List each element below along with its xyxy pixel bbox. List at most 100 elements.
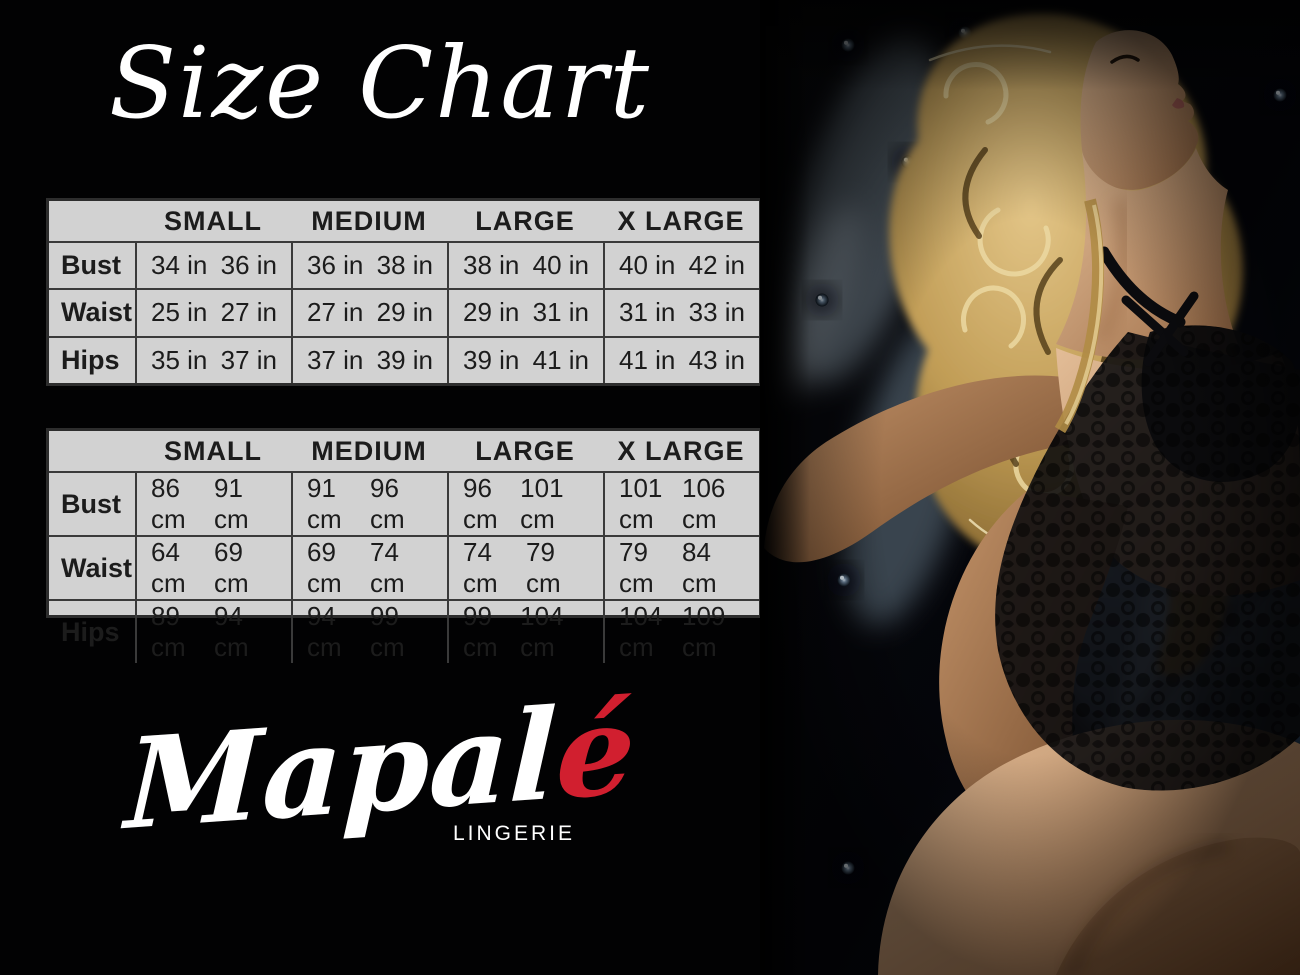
size-value: 29 in <box>376 297 433 328</box>
size-value: 27 in <box>307 297 364 328</box>
size-value: 99 cm <box>370 601 405 662</box>
size-cell: 99 cm 104 cm <box>447 599 603 663</box>
size-value: 94 cm <box>214 601 249 662</box>
row-label: Waist <box>49 288 135 335</box>
size-table-cm: SMALL MEDIUM LARGE X LARGE Bust 86 cm 91… <box>46 428 762 663</box>
size-value: 79 cm <box>619 537 654 598</box>
size-value: 96 cm <box>370 473 405 534</box>
brand-text: Mapal <box>122 682 559 859</box>
size-value: 38 in <box>376 250 433 281</box>
size-cell: 69 cm 74 cm <box>291 535 447 599</box>
size-cell: 40 in 42 in <box>603 241 759 289</box>
size-value: 69 cm <box>214 537 249 598</box>
size-value: 34 in <box>151 250 208 281</box>
size-cell: 38 in 40 in <box>447 241 603 289</box>
size-cell: 79 cm 84 cm <box>603 535 759 599</box>
brand-tagline: LINGERIE <box>452 822 575 846</box>
size-cell: 64 cm 69 cm <box>135 535 291 599</box>
size-value: 104 cm <box>619 601 663 662</box>
column-header: X LARGE <box>617 435 745 466</box>
size-value: 94 cm <box>307 601 342 662</box>
size-cell: 34 in 36 in <box>135 241 291 289</box>
row-label: Waist <box>49 535 135 599</box>
row-label: Hips <box>49 335 135 383</box>
page-title: Size Chart <box>108 27 651 141</box>
size-value: 69 cm <box>307 537 342 598</box>
size-cell: 35 in 37 in <box>135 335 291 383</box>
column-header: SMALL <box>164 205 262 236</box>
size-cell: 29 in 31 in <box>447 288 603 336</box>
row-label: Bust <box>49 241 135 288</box>
column-header: SMALL <box>164 435 262 466</box>
size-cell: 104 cm 109 cm <box>603 599 759 663</box>
size-value: 96 cm <box>463 473 498 534</box>
size-value: 25 in <box>151 297 208 328</box>
size-value: 91 cm <box>307 473 342 534</box>
size-cell: 86 cm 91 cm <box>135 471 291 535</box>
size-value: 37 in <box>220 344 277 375</box>
model-photo <box>760 0 1300 975</box>
size-value: 101 cm <box>520 473 564 534</box>
size-value: 40 in <box>619 250 676 281</box>
size-cell: 101 cm 106 cm <box>603 471 759 535</box>
brand-accent-letter: é <box>553 676 638 829</box>
size-cell: 36 in 38 in <box>291 241 447 289</box>
size-table-inches: SMALL MEDIUM LARGE X LARGE Bust 34 in 36… <box>46 198 762 386</box>
size-value: 101 cm <box>619 473 663 534</box>
row-label: Bust <box>49 471 135 535</box>
size-value: 39 in <box>463 344 520 375</box>
size-value: 37 in <box>307 344 364 375</box>
size-value: 33 in <box>688 297 745 328</box>
size-value: 109 cm <box>682 601 726 662</box>
size-value: 31 in <box>532 297 589 328</box>
size-value: 36 in <box>307 250 364 281</box>
column-header: MEDIUM <box>311 435 427 466</box>
size-cell: 91 cm 96 cm <box>291 471 447 535</box>
size-cell: 25 in 27 in <box>135 288 291 336</box>
size-cell: 74 cm 79 cm <box>447 535 603 599</box>
size-value: 27 in <box>220 297 277 328</box>
size-value: 29 in <box>463 297 520 328</box>
size-cell: 39 in 41 in <box>447 335 603 383</box>
row-label: Hips <box>49 599 135 663</box>
size-cell: 96 cm 101 cm <box>447 471 603 535</box>
size-value: 86 cm <box>151 473 186 534</box>
size-value: 43 in <box>688 344 745 375</box>
photo-vignette <box>760 0 1300 975</box>
size-value: 40 in <box>532 250 589 281</box>
size-value: 38 in <box>463 250 520 281</box>
corner-cell <box>49 431 135 471</box>
size-value: 91 cm <box>214 473 249 534</box>
size-cell: 37 in 39 in <box>291 335 447 383</box>
size-value: 64 cm <box>151 537 186 598</box>
column-header: X LARGE <box>617 205 745 236</box>
size-value: 35 in <box>151 344 208 375</box>
size-value: 31 in <box>619 297 676 328</box>
photo-top-fade <box>760 0 1300 90</box>
size-value: 42 in <box>688 250 745 281</box>
size-cell: 94 cm 99 cm <box>291 599 447 663</box>
size-cell: 89 cm 94 cm <box>135 599 291 663</box>
size-value: 89 cm <box>151 601 186 662</box>
size-value: 74 cm <box>370 537 405 598</box>
size-cell: 27 in 29 in <box>291 288 447 336</box>
size-value: 84 cm <box>682 537 717 598</box>
size-cell: 31 in 33 in <box>603 288 759 336</box>
size-value: 41 in <box>619 344 676 375</box>
column-header: LARGE <box>475 435 575 466</box>
size-value: 99 cm <box>463 601 498 662</box>
column-header: MEDIUM <box>311 205 427 236</box>
left-panel: Size Chart SMALL MEDIUM LARGE X LARGE Bu… <box>0 27 762 859</box>
size-value: 36 in <box>220 250 277 281</box>
size-value: 74 cm <box>463 537 498 598</box>
corner-cell <box>49 201 135 241</box>
column-header: LARGE <box>475 205 575 236</box>
brand-logo: Mapalé LINGERIE <box>0 677 760 858</box>
size-value: 104 cm <box>520 601 564 662</box>
photo-left-fade <box>760 0 810 975</box>
size-cell: 41 in 43 in <box>603 335 759 383</box>
size-value: 41 in <box>532 344 589 375</box>
size-value: 106 cm <box>682 473 726 534</box>
size-value: 39 in <box>376 344 433 375</box>
